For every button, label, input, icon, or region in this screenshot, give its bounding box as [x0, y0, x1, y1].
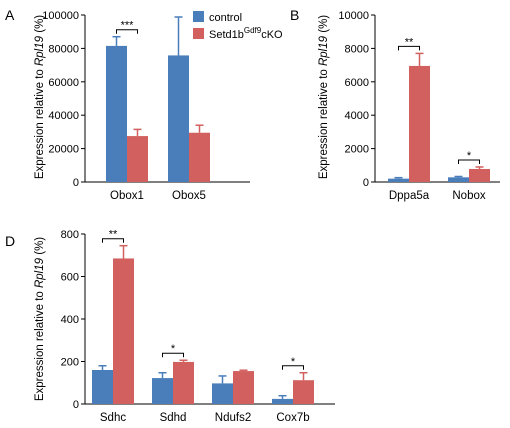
- y-tick-label: 80000: [48, 43, 79, 55]
- legend-cko-suffix: cKO: [261, 29, 283, 41]
- category-label: Ndufs2: [215, 412, 251, 424]
- y-tick-label: 0: [73, 399, 79, 411]
- ylabel-suffix: (%): [34, 15, 46, 36]
- legend-cko-superscript: Gdf9: [244, 26, 262, 35]
- significance-label: *: [291, 356, 296, 368]
- panel-d-ylabel: Expression relative to Rpl19 (%): [34, 237, 46, 401]
- category-label: Obox1: [110, 190, 144, 202]
- y-tick-label: 200: [61, 357, 79, 369]
- y-tick-label: 8000: [345, 43, 369, 55]
- legend-swatch-control: [193, 11, 204, 22]
- y-tick-label: 10000: [338, 10, 369, 22]
- significance-label: **: [109, 229, 118, 241]
- ylabel-suffix: (%): [34, 237, 46, 258]
- bar-cko: [173, 361, 194, 404]
- bar-cko: [233, 371, 254, 404]
- bar-control: [168, 55, 189, 182]
- category-label: Nobox: [452, 190, 485, 202]
- bar-cko: [469, 168, 490, 182]
- panel-b-ylabel: Expression relative to Rpl19 (%): [318, 15, 330, 179]
- significance-bracket: [116, 29, 138, 34]
- category-label: Sdhc: [100, 412, 126, 424]
- significance-bracket: [102, 238, 124, 243]
- panel-a-letter: A: [5, 7, 15, 23]
- significance-label: *: [171, 343, 176, 355]
- y-tick-label: 100000: [42, 10, 79, 22]
- ylabel-suffix: (%): [318, 15, 330, 36]
- significance-bracket: [398, 45, 420, 51]
- y-tick-label: 0: [73, 177, 79, 189]
- bar-control: [106, 45, 127, 182]
- significance-label: **: [405, 36, 414, 48]
- ylabel-gene: Rpl19: [34, 35, 46, 66]
- bar-control: [388, 178, 409, 182]
- legend-label-cko: Setd1bGdf9cKO: [209, 26, 283, 41]
- significance-bracket: [458, 159, 480, 164]
- y-tick-label: 800: [61, 229, 79, 241]
- significance-label: ***: [121, 20, 135, 32]
- panel-d-chart: D Expression relative to Rpl19 (%) 0 200 4…: [5, 229, 335, 424]
- y-tick-label: 0: [363, 177, 369, 189]
- bar-cko: [189, 132, 210, 182]
- significance-bracket: [282, 365, 304, 370]
- ylabel-gene: Rpl19: [318, 35, 330, 66]
- bar-control: [212, 383, 233, 404]
- category-label: Cox7b: [276, 412, 309, 424]
- panel-b-chart: B Expression relative to Rpl19 (%) 0 2000…: [290, 7, 500, 202]
- ylabel-prefix: Expression relative to: [34, 66, 46, 179]
- panel-a-chart: A Expression relative to Rpl19 (%) 0 2000…: [5, 7, 250, 202]
- bar-control: [448, 177, 469, 182]
- y-tick-label: 60000: [48, 77, 79, 89]
- ylabel-prefix: Expression relative to: [34, 288, 46, 401]
- bar-cko: [127, 136, 148, 182]
- y-tick-label: 600: [61, 272, 79, 284]
- ylabel-prefix: Expression relative to: [318, 66, 330, 179]
- y-tick-label: 4000: [345, 110, 369, 122]
- panel-a-ylabel: Expression relative to Rpl19 (%): [34, 15, 46, 179]
- category-label: Sdhd: [160, 412, 187, 424]
- bar-cko: [293, 380, 314, 404]
- bar-cko: [113, 258, 134, 404]
- y-tick-label: 6000: [345, 77, 369, 89]
- ylabel-gene: Rpl19: [34, 257, 46, 288]
- bar-cko: [409, 65, 430, 182]
- y-tick-label: 20000: [48, 144, 79, 156]
- panel-b-letter: B: [290, 7, 299, 23]
- panel-d-letter: D: [5, 233, 15, 249]
- category-label: Dppa5a: [389, 190, 430, 202]
- bar-control: [152, 378, 173, 404]
- y-tick-label: 2000: [345, 144, 369, 156]
- significance-bracket: [162, 352, 184, 358]
- legend-swatch-cko: [193, 28, 204, 39]
- bar-control: [272, 398, 293, 404]
- legend-cko-prefix: Setd1b: [209, 29, 244, 41]
- y-tick-label: 400: [61, 314, 79, 326]
- category-label: Obox5: [172, 190, 206, 202]
- significance-label: *: [467, 150, 472, 162]
- bar-control: [92, 370, 113, 404]
- y-tick-label: 40000: [48, 110, 79, 122]
- legend: control Setd1bGdf9cKO: [193, 11, 283, 41]
- legend-label-control: control: [209, 12, 242, 24]
